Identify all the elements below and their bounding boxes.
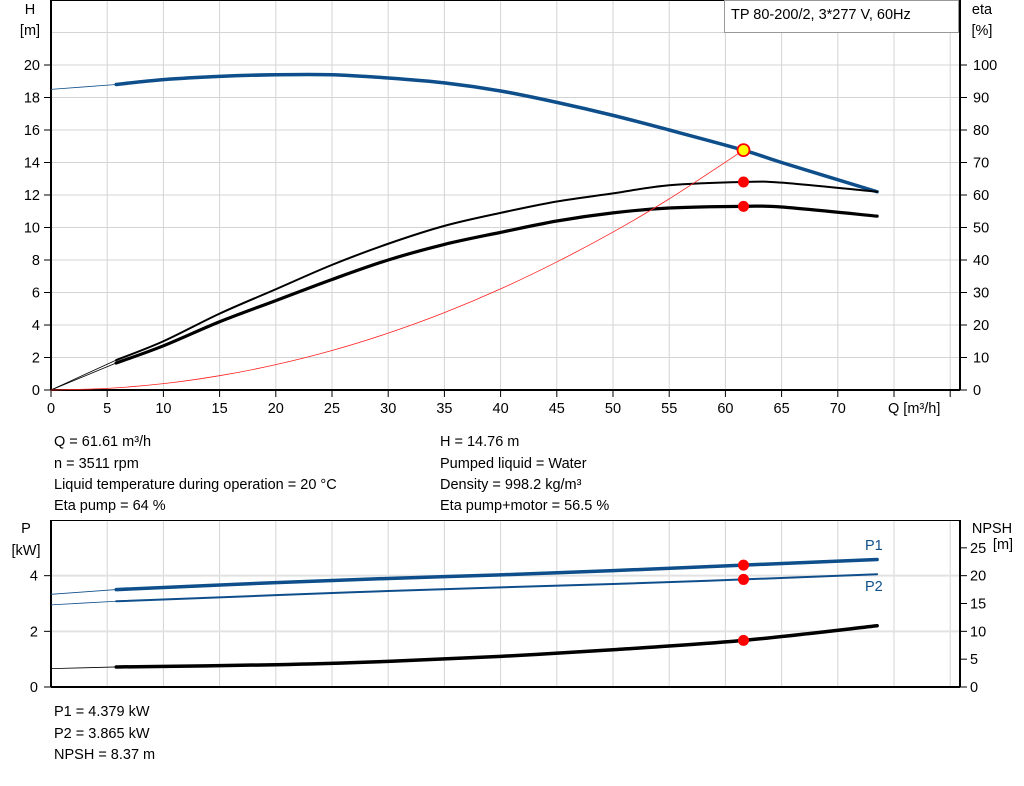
info-density: Density = 998.2 kg/m³ (440, 477, 582, 493)
eta-pump-motor-curve (114, 204, 879, 365)
info-npsh: NPSH = 8.37 m (54, 747, 155, 763)
h-tick-label: 2 (32, 351, 40, 367)
x-tick-label: 25 (324, 401, 340, 417)
duty-point-npsh (737, 634, 749, 646)
x-tick-label: 5 (103, 401, 111, 417)
eta-pump-extension (50, 359, 117, 391)
p-tick-label: 4 (30, 569, 38, 585)
top-chart-grid (51, 0, 960, 390)
x-tick-label: 70 (830, 401, 846, 417)
eta-tick-label: 70 (973, 156, 989, 172)
info-temperature: Liquid temperature during operation = 20… (54, 477, 337, 493)
info-h: H = 14.76 m (440, 434, 519, 450)
x-tick-label: 30 (380, 401, 396, 417)
title-box: TP 80-200/2, 3*277 V, 60Hz (724, 0, 959, 33)
npsh-tick-label: 0 (970, 680, 978, 696)
eta-tick-label: 10 (973, 351, 989, 367)
x-tick-label: 60 (717, 401, 733, 417)
npsh-tick-label: 5 (970, 652, 978, 668)
p1-curve (114, 557, 879, 592)
top-chart-ticks: 0 5 10 15 20 25 30 35 40 45 50 55 60 65 70 0 2 4 6 8 10 12 14 1… (24, 58, 997, 417)
eta-tick-label: 40 (973, 253, 989, 269)
h-tick-label: 8 (32, 253, 40, 269)
duty-point-p1 (737, 559, 749, 571)
info-liquid: Pumped liquid = Water (440, 456, 587, 472)
x-tick-label: 45 (549, 401, 565, 417)
eta-axis-unit: [%] (972, 23, 993, 39)
x-tick-label: 10 (155, 401, 171, 417)
h-tick-label: 20 (24, 58, 40, 74)
top-chart-series (50, 72, 879, 391)
h-axis-unit: [m] (20, 23, 40, 39)
bottom-chart-grid (51, 520, 960, 687)
eta-tick-label: 30 (973, 286, 989, 302)
p2-curve (115, 573, 879, 603)
npsh-extension (50, 666, 117, 670)
eta-tick-label: 0 (973, 383, 981, 399)
info-p2: P2 = 3.865 kW (54, 726, 150, 742)
eta-tick-label: 50 (973, 221, 989, 237)
x-tick-label: 15 (212, 401, 228, 417)
eta-tick-label: 20 (973, 318, 989, 334)
h-tick-label: 12 (24, 188, 40, 204)
h-tick-label: 6 (32, 286, 40, 302)
info-eta-pump: Eta pump = 64 % (54, 498, 166, 514)
p-axis-unit: [kW] (12, 543, 41, 559)
eta-tick-label: 90 (973, 91, 989, 107)
bottom-chart-series (50, 557, 879, 670)
h-axis-label: H (25, 2, 35, 18)
h-tick-label: 10 (24, 221, 40, 237)
p2-legend-label: P2 (865, 579, 883, 595)
duty-point-head (736, 143, 751, 158)
h-tick-label: 16 (24, 123, 40, 139)
x-tick-label: 65 (774, 401, 790, 417)
x-tick-label: 35 (436, 401, 452, 417)
eta-tick-label: 60 (973, 188, 989, 204)
system-curve-curve (50, 149, 744, 391)
x-tick-label: 55 (661, 401, 677, 417)
duty-point-p2 (737, 573, 749, 585)
npsh-axis-label: NPSH (972, 521, 1012, 537)
q-axis-label: Q [m³/h] (888, 401, 940, 417)
h-tick-label: 0 (32, 383, 40, 399)
eta-pump-motor-extension (50, 362, 117, 391)
duty-point-eta-pump-motor (737, 200, 749, 212)
x-tick-label: 40 (493, 401, 509, 417)
head-curve (114, 72, 879, 194)
p1-legend-label: P1 (865, 538, 883, 554)
npsh-axis-unit: [m] (993, 537, 1013, 553)
x-tick-label: 20 (268, 401, 284, 417)
power-info: P1 = 4.379 kW P2 = 3.865 kW NPSH = 8.37 … (54, 704, 155, 763)
p2-extension (50, 600, 117, 606)
eta-tick-label: 100 (973, 58, 997, 74)
npsh-tick-label: 10 (970, 624, 986, 640)
p-axis-label: P (21, 521, 31, 537)
info-q: Q = 61.61 m³/h (54, 434, 151, 450)
head-extension (50, 84, 117, 90)
npsh-tick-label: 25 (970, 541, 986, 557)
p-tick-label: 0 (30, 680, 38, 696)
p-tick-label: 2 (30, 624, 38, 640)
pump-title: TP 80-200/2, 3*277 V, 60Hz (731, 7, 911, 23)
p1-extension (50, 589, 117, 595)
info-eta-pump-motor: Eta pump+motor = 56.5 % (440, 498, 609, 514)
operating-info: Q = 61.61 m³/h n = 3511 rpm Liquid tempe… (54, 434, 609, 514)
eta-pump-curve (115, 180, 879, 362)
h-tick-label: 4 (32, 318, 40, 334)
h-tick-label: 18 (24, 91, 40, 107)
x-tick-label: 50 (605, 401, 621, 417)
info-p1: P1 = 4.379 kW (54, 704, 150, 720)
info-n: n = 3511 rpm (54, 456, 139, 472)
duty-point-eta-pump (737, 176, 749, 188)
eta-axis-label: eta (972, 2, 993, 18)
h-tick-label: 14 (24, 156, 40, 172)
bottom-chart-ticks: 0 2 4 0 5 10 15 20 25 (30, 541, 986, 696)
npsh-tick-label: 20 (970, 569, 986, 585)
x-tick-label: 0 (47, 401, 55, 417)
eta-tick-label: 80 (973, 123, 989, 139)
npsh-tick-label: 15 (970, 597, 986, 613)
